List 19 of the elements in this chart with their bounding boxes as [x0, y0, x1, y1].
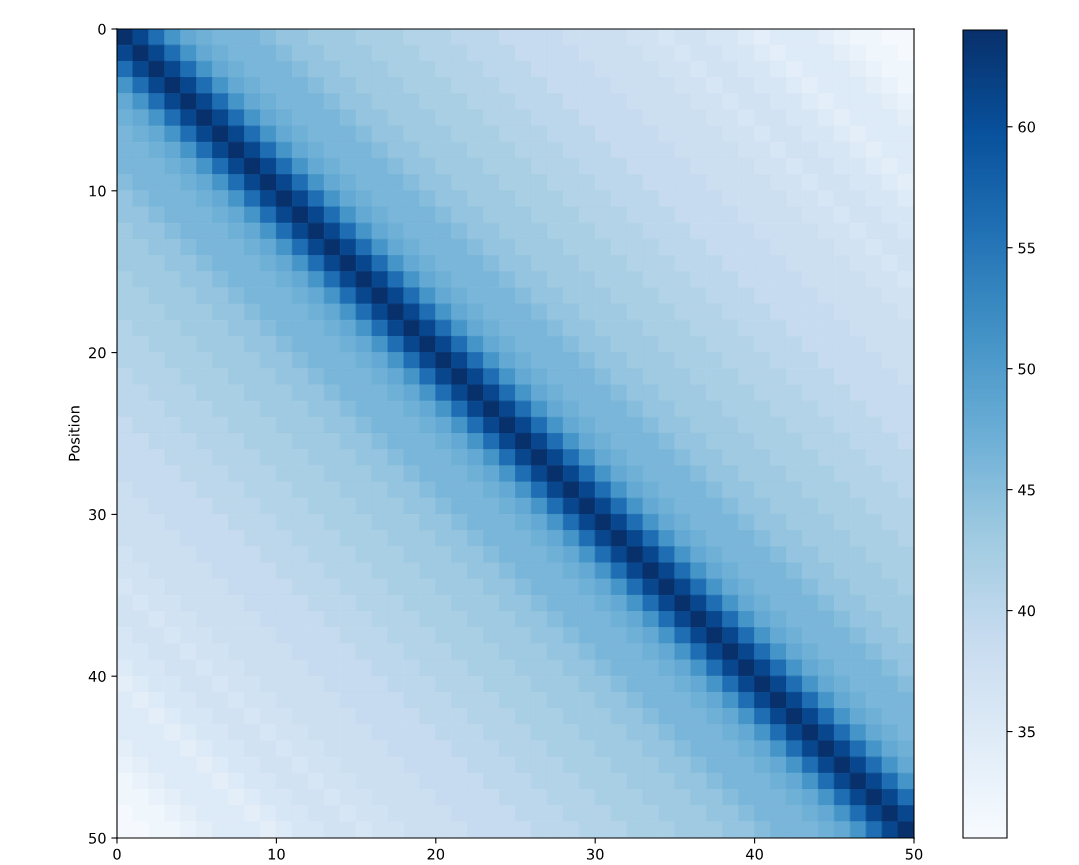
color-bar-label: 55 — [1018, 242, 1035, 254]
x-tick-label: 20 — [427, 848, 445, 860]
x-tick-label: 50 — [905, 848, 923, 860]
x-tick-label: 0 — [113, 848, 121, 860]
y-tick-label: 50 — [89, 832, 106, 844]
color-bar-label: 45 — [1018, 484, 1035, 496]
color-bar-label: 40 — [1018, 605, 1036, 617]
y-tick-label: 30 — [89, 509, 106, 521]
color-bar-label: 50 — [1018, 363, 1036, 375]
y-axis-title: Position — [68, 406, 80, 461]
y-tick-label: 20 — [89, 347, 106, 359]
y-tick-label: 40 — [88, 670, 106, 682]
color-bar-label: 35 — [1018, 726, 1035, 738]
x-tick-label: 30 — [587, 848, 604, 860]
x-tick-label: 40 — [746, 848, 763, 860]
x-tick-label: 10 — [268, 848, 285, 860]
y-tick-label: 10 — [89, 185, 106, 197]
y-tick-label: 0 — [98, 23, 106, 35]
color-bar-label: 60 — [1018, 121, 1036, 133]
